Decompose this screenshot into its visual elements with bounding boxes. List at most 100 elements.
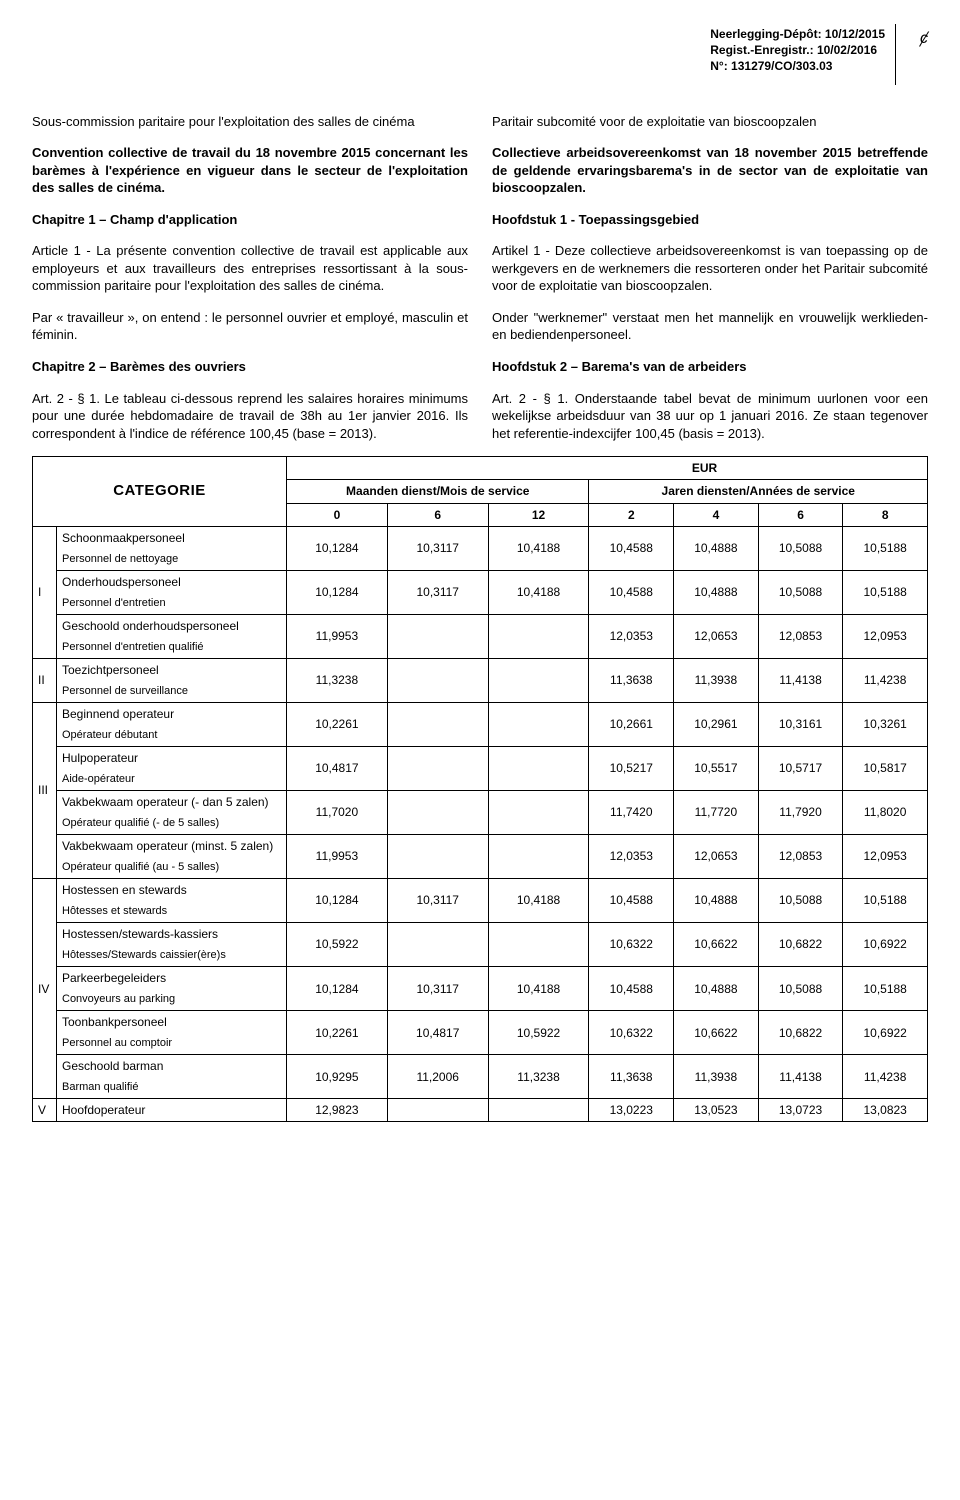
value-cell: 10,5922: [488, 1011, 589, 1055]
value-cell: 10,4588: [589, 570, 674, 614]
value-cell: [387, 702, 488, 746]
fr-article1: Article 1 - La présente convention colle…: [32, 242, 468, 295]
value-cell: 10,3161: [758, 702, 843, 746]
value-cell: 10,6922: [843, 1011, 928, 1055]
value-cell: 10,2261: [287, 1011, 388, 1055]
value-cell: 10,1284: [287, 526, 388, 570]
position-label-fr: Hôtesses et stewards: [57, 901, 287, 922]
value-cell: 10,6622: [674, 1011, 759, 1055]
value-cell: [488, 746, 589, 790]
chapter1-row: Chapitre 1 – Champ d'application Hoofdst…: [32, 211, 928, 229]
value-cell: 11,3238: [287, 658, 388, 702]
nl-convention: Collectieve arbeidsovereenkomst van 18 n…: [492, 144, 928, 197]
value-cell: 11,3638: [589, 658, 674, 702]
fr-article2: Art. 2 - § 1. Le tableau ci-dessous repr…: [32, 390, 468, 443]
value-cell: 10,3117: [387, 526, 488, 570]
value-cell: 10,6322: [589, 923, 674, 967]
table-row: VHoofdoperateur12,982313,022313,052313,0…: [33, 1099, 928, 1122]
value-cell: [488, 702, 589, 746]
year-col-header: 4: [674, 503, 759, 526]
value-cell: 12,0953: [843, 614, 928, 658]
year-col-header: 8: [843, 503, 928, 526]
category-cell: IV: [33, 879, 57, 1099]
position-label-fr: Barman qualifié: [57, 1077, 287, 1098]
value-cell: 10,5217: [589, 746, 674, 790]
position-label-nl: Onderhoudspersoneel: [57, 570, 287, 593]
position-label-fr: Personnel d'entretien qualifié: [57, 637, 287, 658]
value-cell: 10,4188: [488, 570, 589, 614]
value-cell: 10,4888: [674, 879, 759, 923]
value-cell: 10,5817: [843, 746, 928, 790]
value-cell: [387, 923, 488, 967]
title-row: Sous-commission paritaire pour l'exploit…: [32, 113, 928, 131]
value-cell: 11,3638: [589, 1055, 674, 1099]
year-col-header: 2: [589, 503, 674, 526]
value-cell: [387, 614, 488, 658]
value-cell: [488, 790, 589, 834]
value-cell: [488, 923, 589, 967]
table-row: IVHostessen en stewards10,128410,311710,…: [33, 879, 928, 902]
value-cell: 10,5088: [758, 879, 843, 923]
value-cell: 12,0653: [674, 614, 759, 658]
value-cell: 10,5517: [674, 746, 759, 790]
table-row: Geschoold onderhoudspersoneel11,995312,0…: [33, 614, 928, 637]
convention-row: Convention collective de travail du 18 n…: [32, 144, 928, 197]
nl-chapter1: Hoofdstuk 1 - Toepassingsgebied: [492, 211, 928, 229]
value-cell: 10,3117: [387, 570, 488, 614]
value-cell: 10,5088: [758, 526, 843, 570]
value-cell: 11,8020: [843, 790, 928, 834]
value-cell: 10,3261: [843, 702, 928, 746]
value-cell: 10,5922: [287, 923, 388, 967]
value-cell: 10,3117: [387, 879, 488, 923]
value-cell: 10,4588: [589, 879, 674, 923]
value-cell: 10,5188: [843, 879, 928, 923]
value-cell: 11,9953: [287, 614, 388, 658]
position-label-fr: Convoyeurs au parking: [57, 989, 287, 1010]
deposit-info: Neerlegging-Dépôt: 10/12/2015 Regist.-En…: [700, 24, 896, 85]
position-label-nl: Geschoold onderhoudspersoneel: [57, 614, 287, 637]
value-cell: 10,2261: [287, 702, 388, 746]
fr-convention: Convention collective de travail du 18 n…: [32, 144, 468, 197]
position-label-fr: Opérateur qualifié (au - 5 salles): [57, 857, 287, 878]
value-cell: 10,4888: [674, 967, 759, 1011]
value-cell: [387, 790, 488, 834]
value-cell: 11,7720: [674, 790, 759, 834]
position-label-nl: Schoonmaakpersoneel: [57, 526, 287, 549]
value-cell: 10,6622: [674, 923, 759, 967]
value-cell: [387, 658, 488, 702]
month-col-header: 6: [387, 503, 488, 526]
article2-row: Art. 2 - § 1. Le tableau ci-dessous repr…: [32, 390, 928, 443]
month-col-header: 12: [488, 503, 589, 526]
value-cell: 11,3938: [674, 1055, 759, 1099]
value-cell: 10,3117: [387, 967, 488, 1011]
position-label-nl: Toezichtpersoneel: [57, 658, 287, 681]
document-header: Neerlegging-Dépôt: 10/12/2015 Regist.-En…: [32, 24, 928, 85]
position-label-nl: Hoofdoperateur: [57, 1099, 287, 1122]
position-label-nl: Beginnend operateur: [57, 702, 287, 725]
table-row: Hulpoperateur10,481710,521710,551710,571…: [33, 746, 928, 769]
position-label-nl: Parkeerbegeleiders: [57, 967, 287, 990]
category-cell: I: [33, 526, 57, 658]
value-cell: [387, 1099, 488, 1122]
value-cell: 10,5088: [758, 570, 843, 614]
value-cell: [488, 658, 589, 702]
value-cell: 12,0353: [589, 835, 674, 879]
table-row: Geschoold barman10,929511,200611,323811,…: [33, 1055, 928, 1078]
value-cell: 13,0723: [758, 1099, 843, 1122]
month-col-header: 0: [287, 503, 388, 526]
value-cell: 10,1284: [287, 967, 388, 1011]
position-label-fr: Opérateur qualifié (- de 5 salles): [57, 813, 287, 834]
value-cell: 10,4588: [589, 967, 674, 1011]
table-row: Hostessen/stewards-kassiers10,592210,632…: [33, 923, 928, 946]
value-cell: 13,0223: [589, 1099, 674, 1122]
table-row: Vakbekwaam operateur (- dan 5 zalen)11,7…: [33, 790, 928, 813]
value-cell: 11,2006: [387, 1055, 488, 1099]
value-cell: 12,0653: [674, 835, 759, 879]
table-row: IIToezichtpersoneel11,323811,363811,3938…: [33, 658, 928, 681]
position-label-nl: Toonbankpersoneel: [57, 1011, 287, 1034]
table-row: IIIBeginnend operateur10,226110,266110,2…: [33, 702, 928, 725]
value-cell: 10,6822: [758, 1011, 843, 1055]
value-cell: 13,0523: [674, 1099, 759, 1122]
deposit-line: Regist.-Enregistr.: 10/02/2016: [710, 42, 885, 58]
nl-article2: Art. 2 - § 1. Onderstaande tabel bevat d…: [492, 390, 928, 443]
